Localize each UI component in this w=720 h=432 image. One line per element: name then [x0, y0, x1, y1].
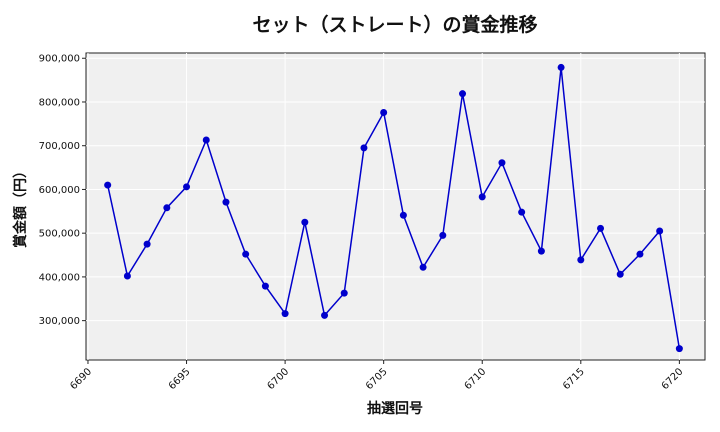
y-tick-label: 800,000 [39, 97, 80, 108]
data-point [419, 263, 427, 271]
data-point [281, 310, 289, 318]
data-point [636, 250, 644, 258]
data-point [616, 270, 624, 278]
y-tick-label: 500,000 [39, 229, 80, 240]
data-point [222, 198, 230, 206]
data-point [261, 282, 269, 290]
x-tick-label: 6700 [265, 366, 291, 392]
y-axis-label: 賞金額（円） [12, 164, 29, 248]
grid [86, 53, 705, 360]
series-line [106, 67, 681, 349]
x-axis: 6690 6695 6700 6705 6710 6715 6720 [68, 360, 685, 392]
x-tick-label: 6710 [463, 366, 489, 392]
chart-title: セット（ストレート）の賞金推移 [252, 13, 537, 36]
data-point [478, 193, 486, 201]
data-point [340, 289, 348, 297]
data-point [557, 63, 565, 71]
data-point [242, 250, 250, 258]
plot-area [85, 52, 706, 361]
x-tick-label: 6720 [660, 366, 686, 392]
data-point [202, 136, 210, 144]
data-point [301, 218, 309, 226]
y-tick-label: 400,000 [39, 272, 80, 283]
x-tick-label: 6695 [167, 366, 193, 392]
data-point [163, 204, 171, 212]
data-point [537, 247, 545, 255]
data-point [399, 211, 407, 219]
x-tick-label: 6715 [561, 366, 587, 392]
data-point [498, 159, 506, 167]
data-point [104, 181, 112, 189]
data-point [459, 90, 467, 98]
y-tick-label: 600,000 [39, 185, 80, 196]
data-points [104, 63, 683, 353]
x-axis-label: 抽選回号 [367, 400, 423, 417]
y-tick-label: 900,000 [39, 54, 80, 65]
data-point [675, 345, 683, 353]
y-tick-label: 300,000 [39, 316, 80, 327]
data-point [597, 224, 605, 232]
x-tick-label: 6705 [364, 366, 390, 392]
data-point [656, 227, 664, 235]
data-point [439, 231, 447, 239]
data-point [518, 208, 526, 216]
y-axis: 300,000 400,000 500,000 600,000 700,000 800,0… [39, 54, 86, 327]
data-point [577, 256, 585, 264]
data-point [143, 240, 151, 248]
data-point [360, 144, 368, 152]
data-point [321, 311, 329, 319]
data-point [183, 183, 191, 191]
data-point [380, 108, 388, 116]
data-point [123, 272, 131, 280]
y-tick-label: 700,000 [39, 141, 80, 152]
x-tick-label: 6690 [68, 366, 94, 392]
